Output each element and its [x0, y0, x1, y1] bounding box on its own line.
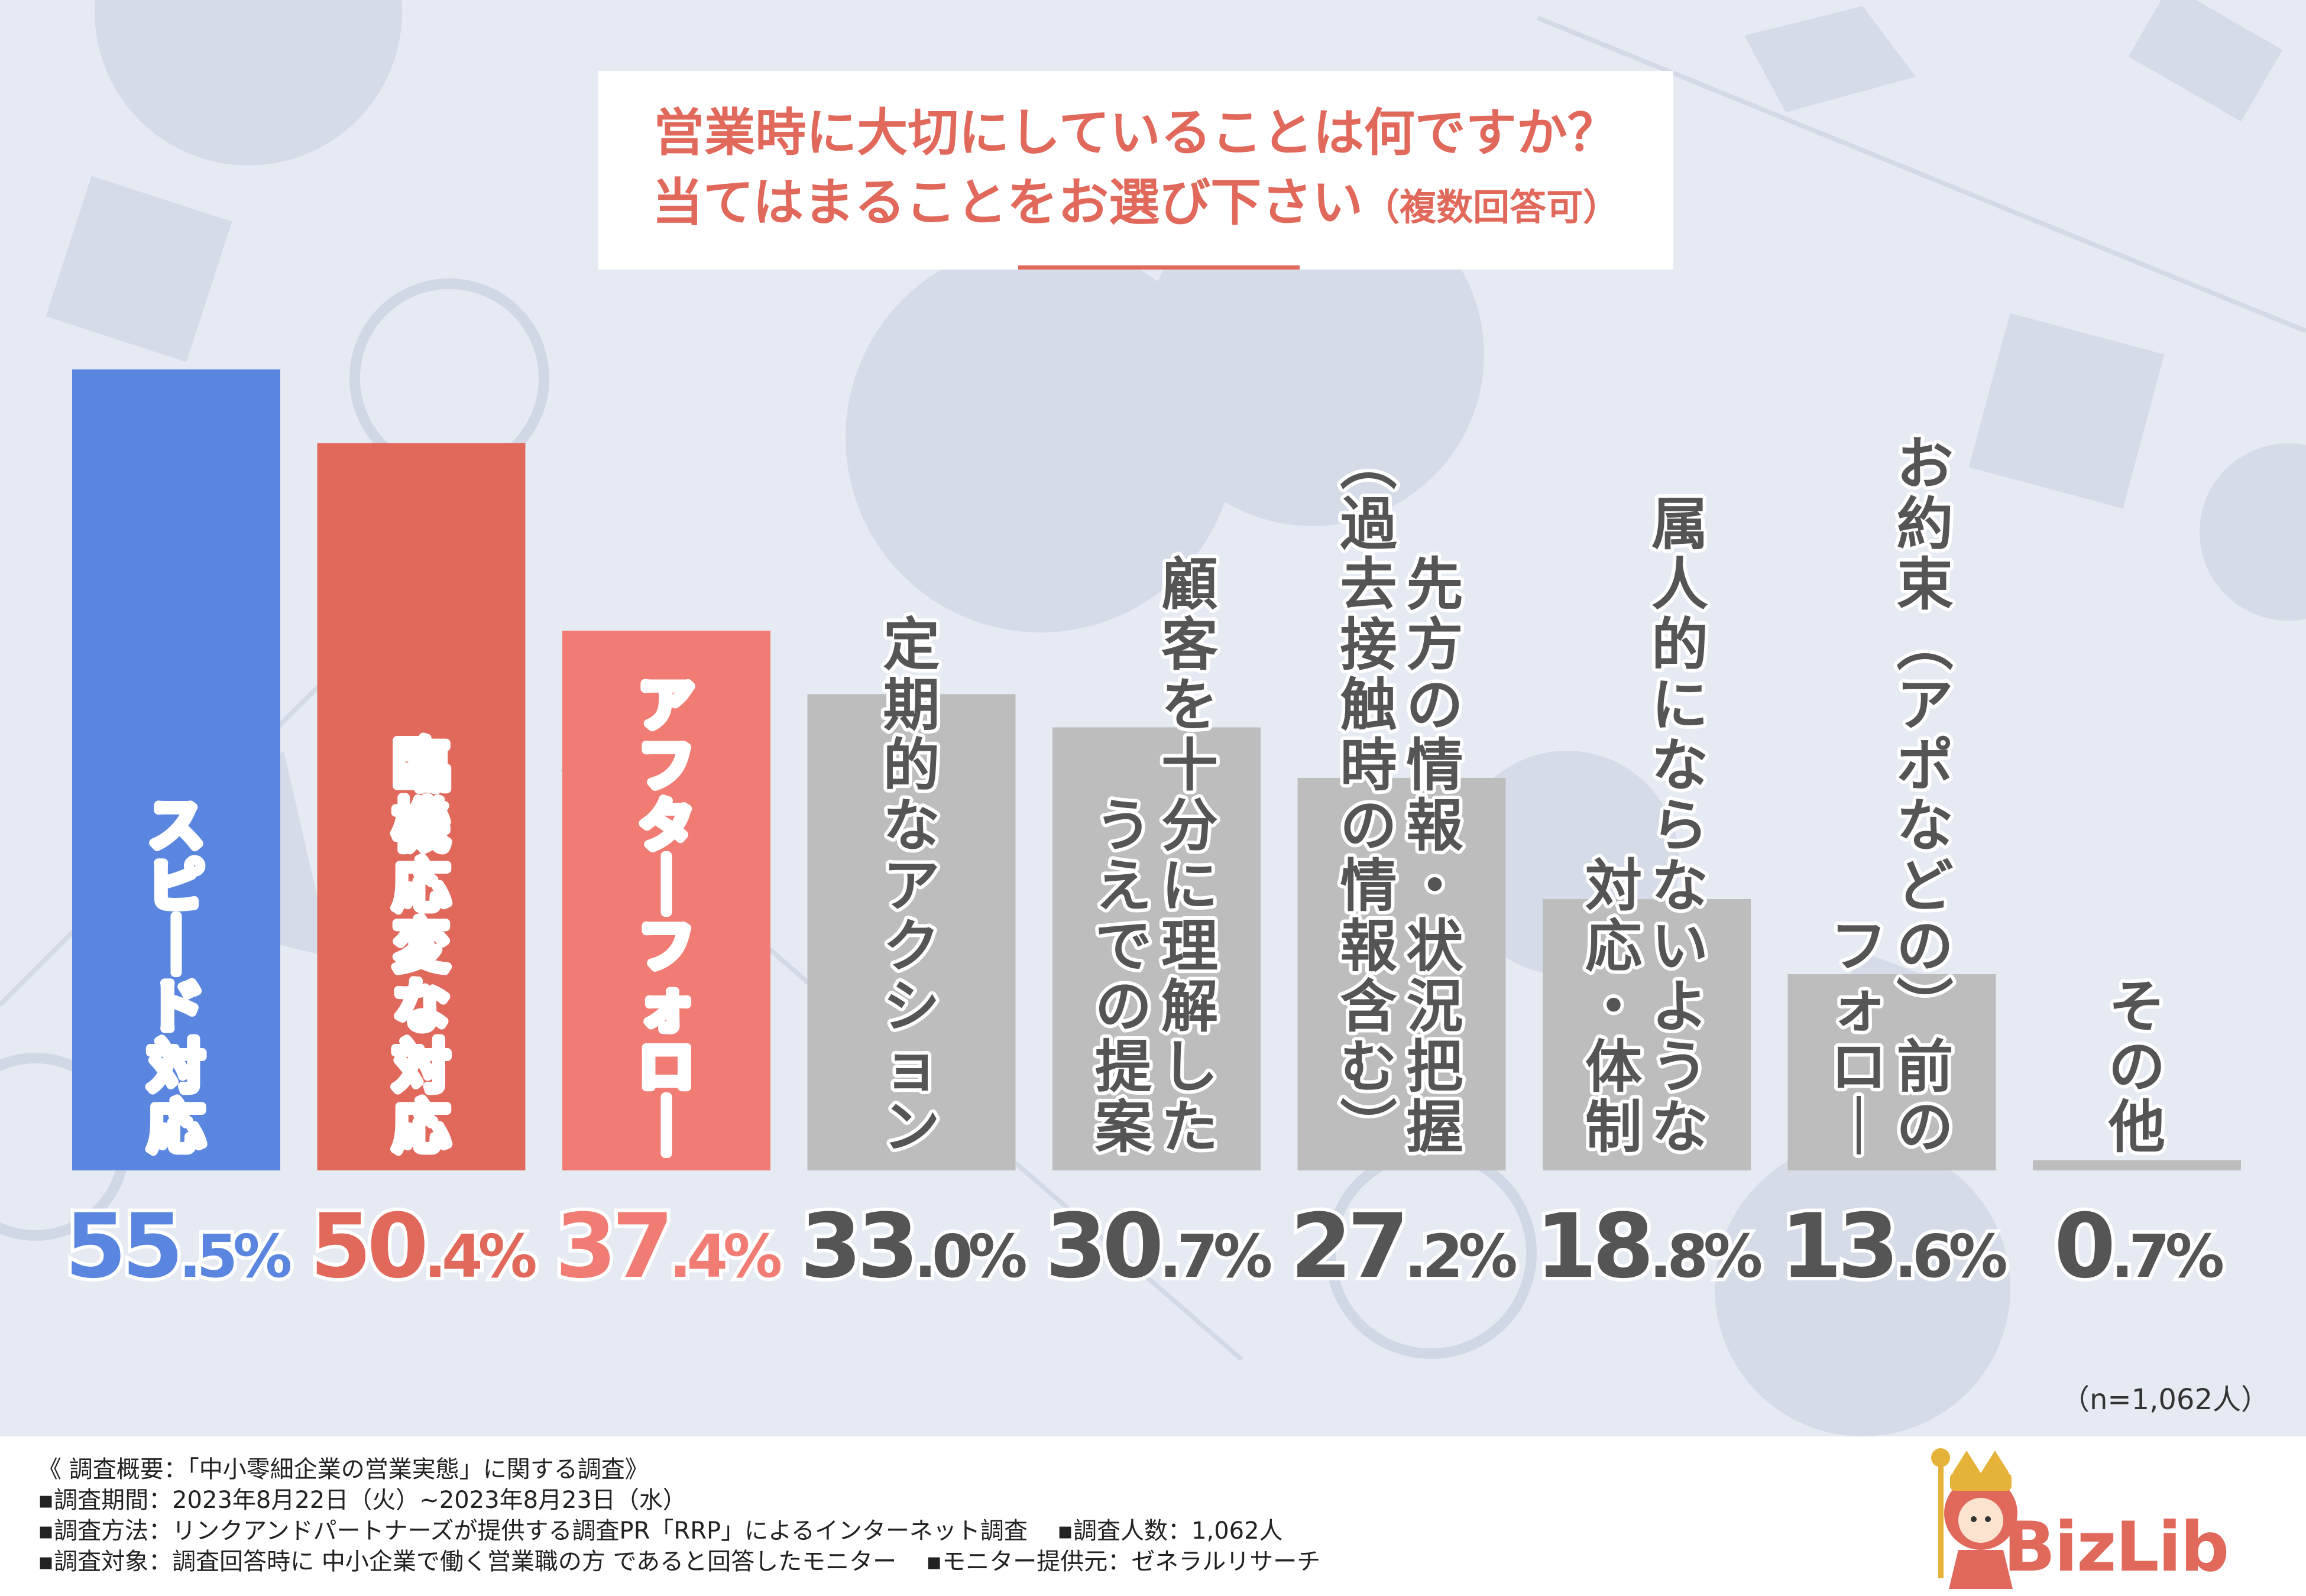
chart-title-line1: 営業時に大切にしていることは何ですか？	[653, 103, 1618, 163]
survey-overview: 《 調査概要：「中小零細企業の営業実態」に関する調査》	[38, 1456, 649, 1483]
bar-2	[317, 443, 526, 1171]
bar-7	[1543, 899, 1751, 1170]
value-label-9: 0.7%	[2054, 1195, 2223, 1298]
bar-4	[807, 694, 1016, 1170]
category-label-9: その他	[2108, 974, 2165, 1160]
category-label-6-line1: 先方の情報・状況把握	[1407, 552, 1464, 1160]
survey-method: ▪調査方法：リンクアンドパートナーズが提供する調査PR「RRP」によるインターネ…	[38, 1517, 1028, 1545]
survey-count: ▪調査人数：1,062人	[1057, 1517, 1283, 1545]
bar-6	[1297, 777, 1506, 1170]
category-label-8-line2: フォロ｜	[1831, 913, 1887, 1160]
chart-title-box: 営業時に大切にしていることは何ですか？ 当てはまることをお選び下さい（複数回答可…	[598, 71, 1673, 270]
bar-3	[562, 630, 770, 1170]
chart-title-line2: 当てはまることをお選び下さい（複数回答可）	[652, 168, 1620, 242]
category-label-3: アフタ｜フォロ｜	[638, 672, 695, 1160]
category-label-1: スピ｜ド対応	[148, 793, 205, 1160]
bar-5	[1052, 727, 1261, 1170]
bar-chart: スピ｜ド対応 55.5% 臨機応変な対応 50.4% アフタ｜フォロ｜ 37.4% 定期的な…	[61, 369, 2241, 1302]
bar-8	[1787, 974, 1996, 1170]
survey-details: 《 調査概要：「中小零細企業の営業実態」に関する調査》 ▪調査期間：2023年8…	[38, 1454, 1320, 1577]
category-label-2: 臨機応変な対応	[393, 732, 450, 1160]
category-label-5-line1: 顧客を十分に理解した	[1161, 552, 1218, 1160]
survey-period: ▪調査期間：2023年8月22日（火）~2023年8月23日（水）	[38, 1487, 686, 1514]
chart-title-line2-main: 当てはまることをお選び下さい	[652, 173, 1363, 232]
survey-target-row: ▪調査対象：調査回答時に 中小企業で働く営業職の方 であると回答したモニター ▪モ…	[38, 1546, 1320, 1577]
chart-title-line2-note: （複数回答可）	[1363, 186, 1620, 229]
survey-method-row: ▪調査方法：リンクアンドパートナーズが提供する調査PR「RRP」によるインターネ…	[38, 1516, 1320, 1546]
category-label-8-line1: お約束︵アポなどの︶前の	[1897, 431, 1954, 1160]
category-label-5-line2: うえでの提案	[1095, 793, 1152, 1160]
bar-1	[72, 369, 280, 1170]
survey-footer: 《 調査概要：「中小零細企業の営業実態」に関する調査》 ▪調査期間：2023年8…	[0, 1436, 2306, 1596]
value-label-5: 30.7%	[1045, 1195, 1271, 1298]
category-label-6-line2: ︵過去接触時の情報含む︶	[1340, 431, 1398, 1160]
category-label-4: 定期的なアクション	[883, 612, 940, 1160]
value-label-2: 50.4%	[310, 1195, 536, 1298]
value-label-4: 33.0%	[800, 1195, 1026, 1298]
sample-size-note: （n=1,062人）	[2061, 1383, 2269, 1416]
category-label-7-line1: 属人的にならないような	[1651, 491, 1708, 1160]
survey-target: ▪調査対象：調査回答時に 中小企業で働く営業職の方 であると回答したモニター	[38, 1548, 897, 1575]
bizlib-logo-text: BizLib	[2003, 1507, 2229, 1587]
value-label-7: 18.8%	[1536, 1195, 1761, 1298]
category-label-7-line2: 対応・体制	[1585, 853, 1642, 1160]
bar-9	[2033, 1160, 2241, 1170]
value-label-1: 55.5%	[65, 1195, 291, 1298]
value-label-8: 13.6%	[1780, 1195, 2006, 1298]
value-label-6: 27.2%	[1290, 1195, 1516, 1298]
value-label-3: 37.4%	[555, 1195, 781, 1298]
survey-provider: ▪モニター提供元：ゼネラルリサーチ	[926, 1548, 1321, 1575]
title-underline	[1018, 265, 1300, 270]
bizlib-mascot-icon	[1931, 1448, 2017, 1589]
